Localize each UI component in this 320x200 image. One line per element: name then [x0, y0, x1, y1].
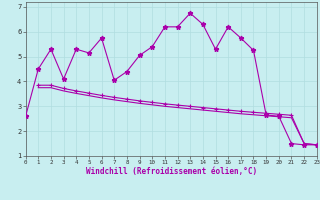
X-axis label: Windchill (Refroidissement éolien,°C): Windchill (Refroidissement éolien,°C): [86, 167, 257, 176]
